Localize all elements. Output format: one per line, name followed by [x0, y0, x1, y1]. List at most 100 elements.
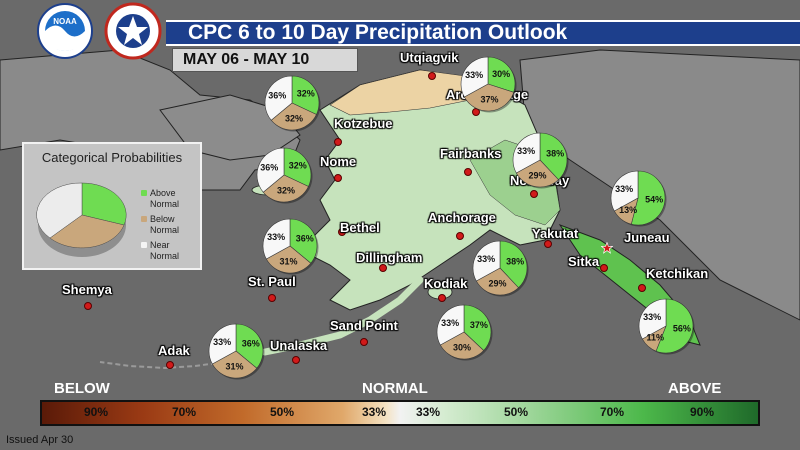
pie-slice-below	[463, 83, 515, 112]
pie-slice-below	[270, 102, 317, 131]
legend-pie	[36, 182, 127, 257]
pie-slice-near	[610, 170, 639, 212]
probability-pie: 38% 29% 33%	[512, 132, 569, 189]
scale-tick: 70%	[171, 405, 197, 419]
alaska-peninsula	[261, 276, 424, 356]
pie-label-near: 33%	[477, 254, 495, 264]
scale-above-label: ABOVE	[668, 380, 722, 397]
pie-label-above: 36%	[242, 338, 260, 348]
place-label: Bethel	[340, 220, 380, 235]
place-label: Ketchikan	[646, 266, 709, 281]
probability-pie: 36% 31% 33%	[208, 323, 265, 380]
pie-label-below: 11%	[647, 333, 665, 343]
legend-below: Below Normal	[141, 214, 179, 236]
pie-label-near: 33%	[465, 70, 483, 80]
pie-label-near: 33%	[267, 232, 285, 242]
probability-pie: 38% 29% 33%	[472, 240, 529, 297]
place-label: Sand Point	[330, 318, 398, 333]
place-label: Dillingham	[356, 250, 423, 265]
pie-slice-above	[630, 170, 666, 226]
pie-label-near: 36%	[268, 90, 286, 100]
pie-label-below: 31%	[279, 256, 297, 266]
place-label: Utqiagvik	[400, 50, 459, 65]
pie-slice-near	[436, 304, 465, 346]
pie-label-below: 37%	[480, 94, 498, 104]
pie-label-near: 33%	[615, 184, 633, 194]
place-label: Juneau	[624, 230, 670, 245]
pie-slice-above	[499, 240, 528, 289]
location-marker	[544, 240, 552, 248]
place-label: Yakutat	[532, 226, 579, 241]
probability-pie: 36% 31% 33%	[262, 218, 319, 275]
pie-slice-above	[539, 132, 568, 181]
pie-slice-below	[515, 159, 559, 188]
place-label: St. Paul	[248, 274, 296, 289]
place-label: Kodiak	[424, 276, 468, 291]
pie-slice-below	[475, 267, 519, 296]
pie-label-near: 33%	[213, 337, 231, 347]
pie-slice-near	[512, 132, 541, 174]
place-label: Sitka	[568, 254, 600, 269]
location-marker	[456, 232, 464, 240]
legend-above: Above Normal	[141, 188, 179, 210]
title-bar	[166, 20, 800, 46]
scale-tick: 33%	[415, 405, 441, 419]
pie-slice-above	[283, 147, 312, 187]
pie-label-above: 36%	[296, 233, 314, 243]
pie-label-above: 32%	[289, 161, 307, 171]
pie-slice-above	[289, 218, 318, 264]
location-marker	[268, 294, 276, 302]
pie-slice-above	[487, 56, 516, 93]
location-marker	[334, 138, 342, 146]
legend-above-swatch	[141, 190, 147, 196]
pie-label-below: 32%	[285, 113, 303, 123]
probability-pie: 30% 37% 33%	[460, 56, 517, 113]
pie-slice-above	[655, 298, 694, 354]
location-marker	[84, 302, 92, 310]
pie-slice-near	[460, 56, 489, 98]
place-label: Unalaska	[270, 338, 328, 353]
place-label: Shemya	[62, 282, 112, 297]
scale-tick: 33%	[361, 405, 387, 419]
scale-below-label: BELOW	[54, 380, 110, 397]
probability-pie: 32% 32% 36%	[256, 147, 313, 204]
location-marker	[638, 284, 646, 292]
pie-label-near: 33%	[441, 318, 459, 328]
pie-label-above: 38%	[506, 256, 524, 266]
pie-slice-above	[235, 323, 264, 369]
location-marker	[334, 174, 342, 182]
place-label: Adak	[158, 343, 190, 358]
pie-slice-below	[265, 245, 312, 274]
issued-date: Issued Apr 30	[6, 434, 74, 446]
pie-label-below: 30%	[453, 342, 471, 352]
pie-label-above: 32%	[297, 89, 315, 99]
location-marker	[360, 338, 368, 346]
probability-pie: 37% 30% 33%	[436, 304, 493, 361]
capital-star-icon	[601, 242, 613, 254]
legend-below-swatch	[141, 216, 147, 222]
scale-tick: 70%	[599, 405, 625, 419]
pie-slice-near	[208, 323, 237, 365]
probability-pie: 54% 13% 33%	[610, 170, 667, 227]
pie-label-below: 32%	[277, 185, 295, 195]
nws-logo	[104, 2, 162, 60]
pie-label-above: 38%	[546, 148, 564, 158]
location-marker	[292, 356, 300, 364]
pie-label-below: 29%	[488, 278, 506, 288]
legend-near-swatch	[141, 242, 147, 248]
probability-pie: 56% 11% 33%	[638, 298, 695, 355]
scale-tick: 90%	[689, 405, 715, 419]
pie-label-above: 54%	[645, 194, 663, 204]
legend-box: Categorical Probabilities Above Normal Be…	[22, 142, 202, 270]
scale-tick: 90%	[83, 405, 109, 419]
location-marker	[464, 168, 472, 176]
location-marker	[438, 294, 446, 302]
location-marker	[530, 190, 538, 198]
place-label: Fairbanks	[440, 146, 502, 161]
location-marker	[428, 72, 436, 80]
location-marker	[166, 361, 174, 369]
pie-label-above: 56%	[673, 323, 691, 333]
pie-label-above: 30%	[492, 69, 510, 79]
pie-label-near: 33%	[643, 312, 661, 322]
